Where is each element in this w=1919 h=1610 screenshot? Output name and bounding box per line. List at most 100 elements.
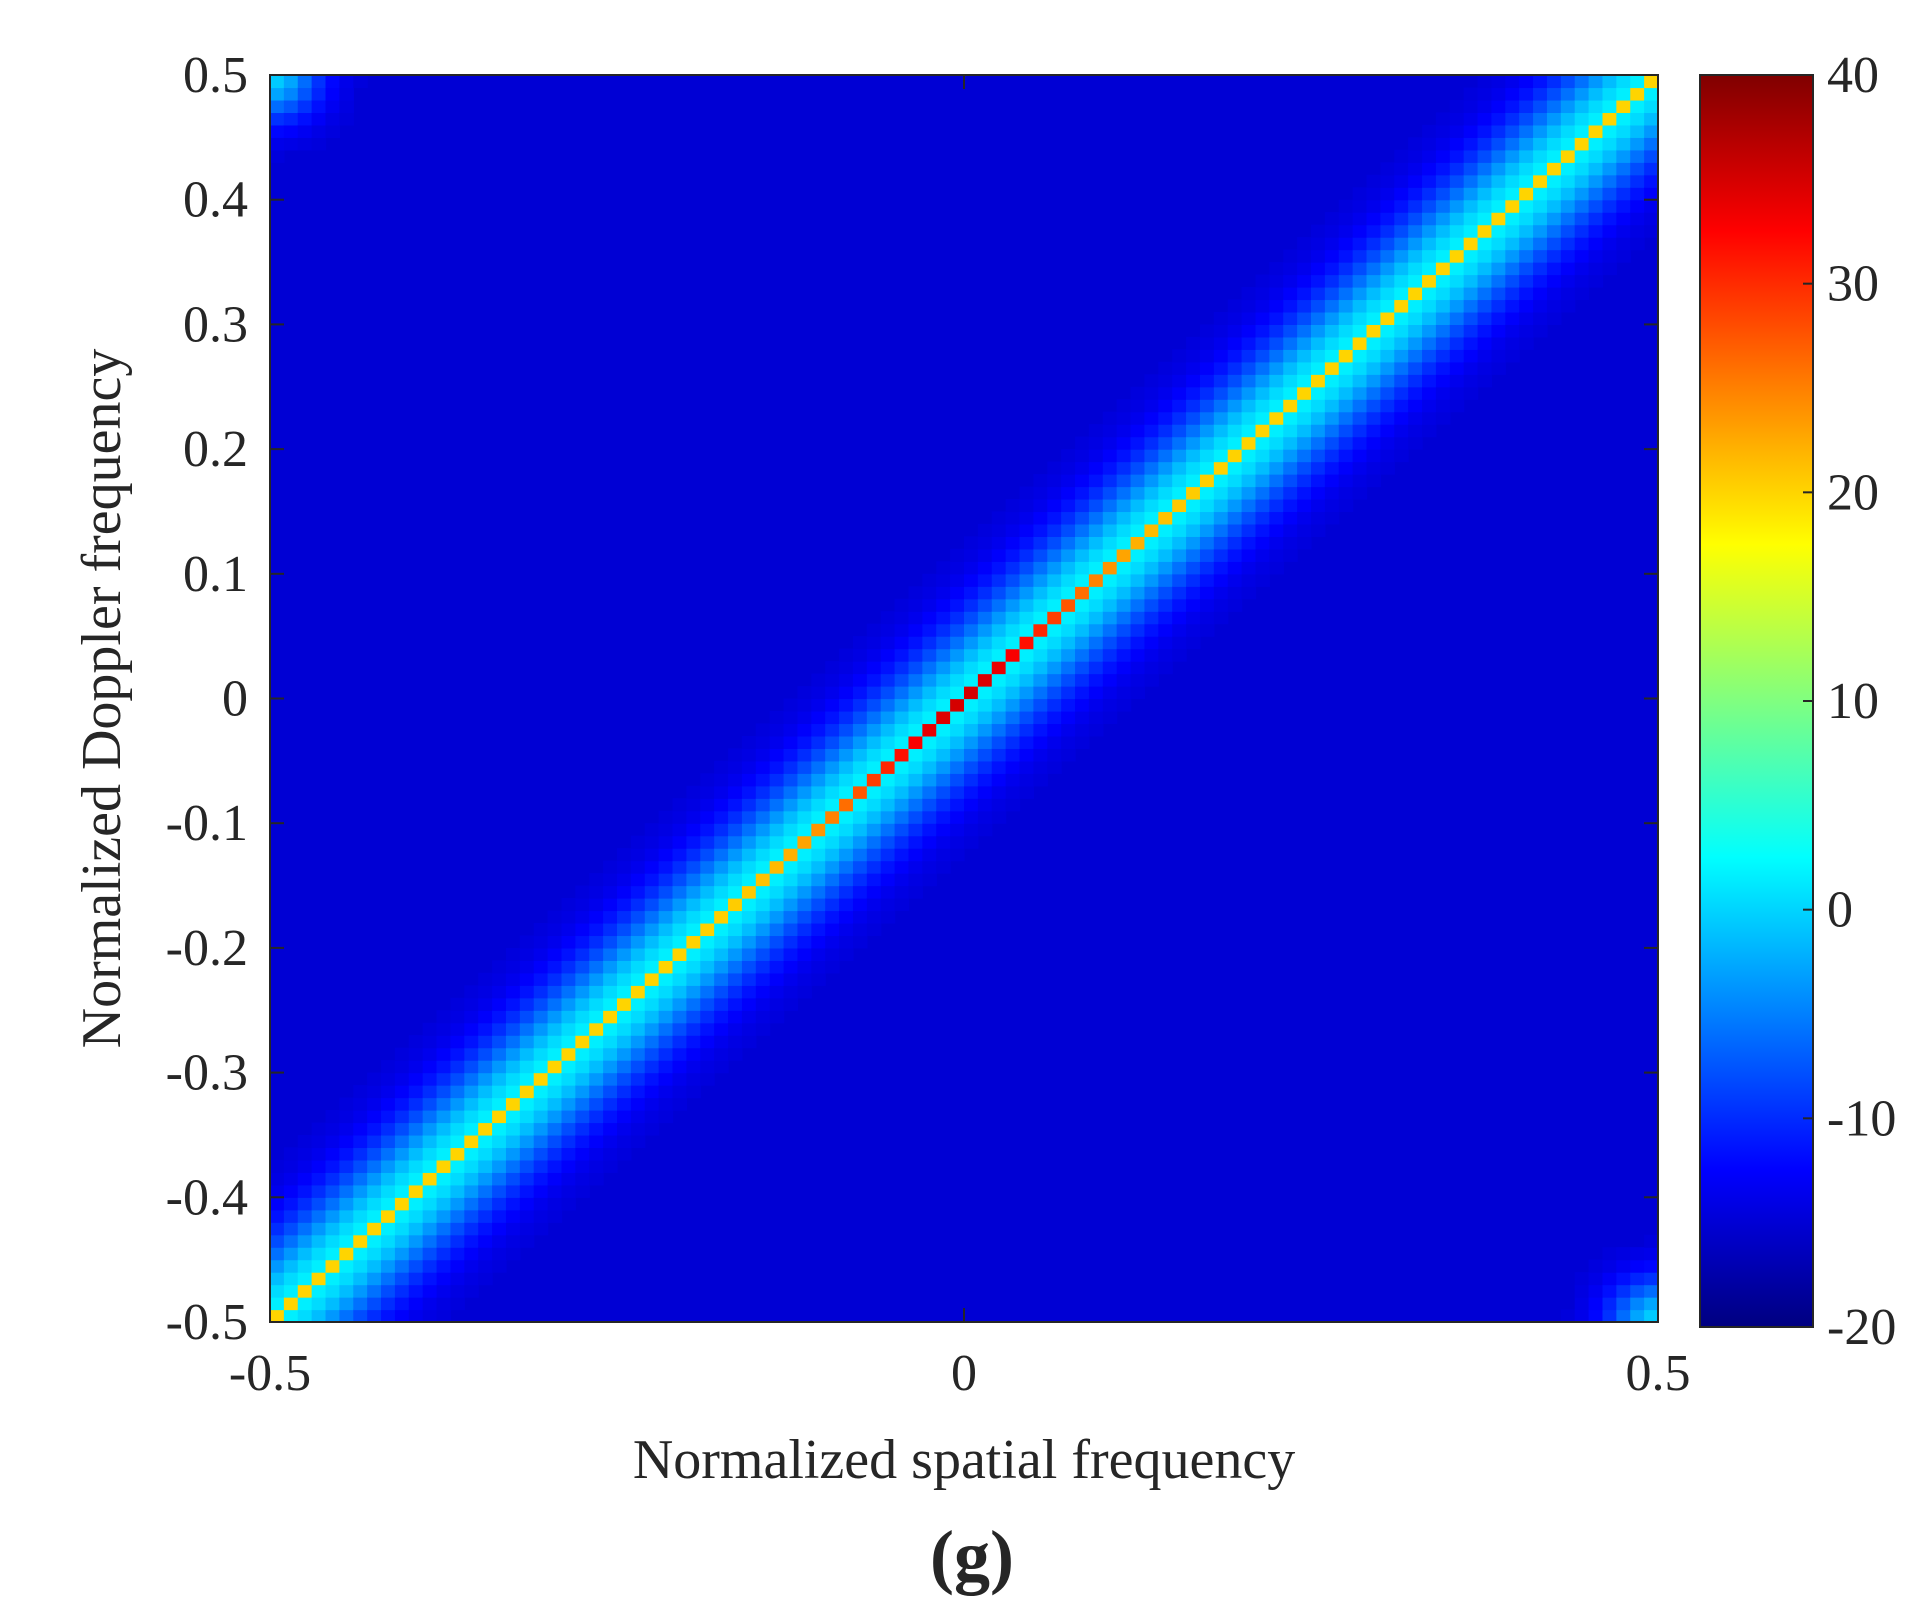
heatmap-cell bbox=[1047, 636, 1062, 650]
heatmap-cell bbox=[394, 1222, 410, 1236]
heatmap-cell bbox=[1616, 149, 1631, 163]
heatmap-cell bbox=[866, 661, 882, 675]
heatmap-cell bbox=[644, 873, 660, 887]
heatmap-cell bbox=[1324, 461, 1340, 475]
heatmap-cell bbox=[700, 873, 715, 887]
heatmap-cell bbox=[1560, 249, 1576, 263]
y-tick-label: 0.5 bbox=[183, 47, 248, 104]
heatmap-cell bbox=[1408, 224, 1423, 238]
heatmap-cell bbox=[755, 785, 771, 799]
heatmap-cell bbox=[1283, 399, 1298, 413]
heatmap-cell bbox=[325, 99, 340, 114]
heatmap-cell bbox=[450, 1022, 465, 1036]
heatmap-cell bbox=[728, 947, 743, 961]
heatmap-cell bbox=[1477, 336, 1493, 350]
heatmap-cell bbox=[936, 823, 951, 837]
heatmap-cell bbox=[1477, 174, 1493, 188]
heatmap-cell bbox=[408, 1172, 424, 1186]
heatmap-cell bbox=[492, 1197, 507, 1211]
heatmap-cell bbox=[1602, 187, 1617, 201]
heatmap-cell bbox=[1324, 498, 1340, 513]
heatmap-cell bbox=[1422, 311, 1437, 325]
heatmap-cells bbox=[270, 75, 1659, 1323]
heatmap-cell bbox=[325, 1222, 340, 1236]
heatmap-cell bbox=[1213, 573, 1229, 587]
heatmap-cell bbox=[1283, 299, 1298, 313]
heatmap-cell bbox=[1422, 299, 1437, 313]
heatmap-cell bbox=[1255, 336, 1270, 350]
heatmap-cell bbox=[589, 1022, 604, 1036]
heatmap-cell bbox=[311, 137, 327, 151]
heatmap-cell bbox=[922, 785, 937, 799]
heatmap-cell bbox=[1283, 461, 1298, 475]
heatmap-cell bbox=[1019, 586, 1034, 600]
heatmap-cell bbox=[283, 137, 299, 151]
heatmap-cell bbox=[700, 922, 715, 937]
heatmap-cell bbox=[797, 947, 812, 961]
heatmap-cell bbox=[505, 1134, 521, 1149]
heatmap-cell bbox=[1033, 735, 1048, 749]
heatmap-cell bbox=[866, 636, 882, 650]
heatmap-cell bbox=[977, 648, 993, 662]
heatmap-cell bbox=[1311, 237, 1326, 251]
heatmap-cell bbox=[617, 1085, 632, 1099]
heatmap-cell bbox=[769, 810, 785, 824]
heatmap-cell bbox=[1491, 237, 1506, 251]
heatmap-cell bbox=[644, 910, 660, 924]
heatmap-cell bbox=[1477, 249, 1493, 263]
heatmap-cell bbox=[450, 1272, 465, 1286]
heatmap-cell bbox=[1616, 75, 1631, 89]
heatmap-cell bbox=[1449, 124, 1465, 138]
heatmap-cell bbox=[1102, 474, 1118, 488]
heatmap-cell bbox=[1116, 598, 1132, 612]
heatmap-cell bbox=[839, 947, 854, 961]
heatmap-cell bbox=[644, 823, 660, 837]
heatmap-cell bbox=[644, 1122, 660, 1136]
heatmap-cell bbox=[353, 1085, 368, 1099]
heatmap-cell bbox=[839, 798, 854, 812]
heatmap-cell bbox=[908, 748, 923, 762]
heatmap-cell bbox=[797, 935, 812, 949]
heatmap-cell bbox=[1505, 75, 1520, 89]
heatmap-cell bbox=[1199, 548, 1215, 562]
heatmap-cell bbox=[686, 1022, 701, 1036]
heatmap-cell bbox=[1061, 710, 1076, 725]
heatmap-cell bbox=[1005, 498, 1021, 513]
heatmap-cell bbox=[783, 823, 799, 837]
heatmap-cell bbox=[1213, 611, 1229, 625]
heatmap-cell bbox=[1033, 710, 1048, 725]
heatmap-cell bbox=[1338, 224, 1354, 238]
heatmap-cell bbox=[561, 922, 576, 937]
heatmap-cell bbox=[325, 112, 340, 126]
heatmap-cell bbox=[1033, 723, 1048, 737]
heatmap-cell bbox=[769, 885, 785, 899]
heatmap-cell bbox=[561, 1172, 576, 1186]
heatmap-cell bbox=[1574, 1284, 1590, 1298]
heatmap-cell bbox=[1546, 174, 1562, 188]
heatmap-cell bbox=[1338, 286, 1354, 301]
heatmap-cell bbox=[783, 972, 799, 986]
heatmap-cell bbox=[1380, 449, 1395, 463]
heatmap-cell bbox=[1241, 498, 1257, 513]
heatmap-cell bbox=[1186, 623, 1201, 637]
heatmap-cell bbox=[1602, 1284, 1617, 1298]
heatmap-cell bbox=[408, 1159, 424, 1173]
heatmap-cell bbox=[617, 873, 632, 887]
heatmap-cell bbox=[728, 798, 743, 812]
heatmap-cell bbox=[1019, 648, 1034, 662]
heatmap-cell bbox=[1227, 436, 1243, 450]
heatmap-cell bbox=[1366, 424, 1381, 438]
heatmap-cell bbox=[866, 798, 882, 812]
heatmap-cell bbox=[644, 1022, 660, 1036]
heatmap-cell bbox=[1158, 374, 1173, 388]
heatmap-cell bbox=[547, 910, 563, 924]
heatmap-cell bbox=[797, 735, 812, 749]
heatmap-cell bbox=[381, 1172, 396, 1186]
heatmap-cell bbox=[270, 112, 285, 126]
heatmap-cell bbox=[1213, 474, 1229, 488]
heatmap-cell bbox=[783, 860, 799, 874]
heatmap-cell bbox=[1644, 99, 1659, 114]
heatmap-cell bbox=[1463, 87, 1479, 101]
heatmap-cell bbox=[589, 1060, 604, 1074]
heatmap-cell bbox=[1380, 187, 1395, 201]
